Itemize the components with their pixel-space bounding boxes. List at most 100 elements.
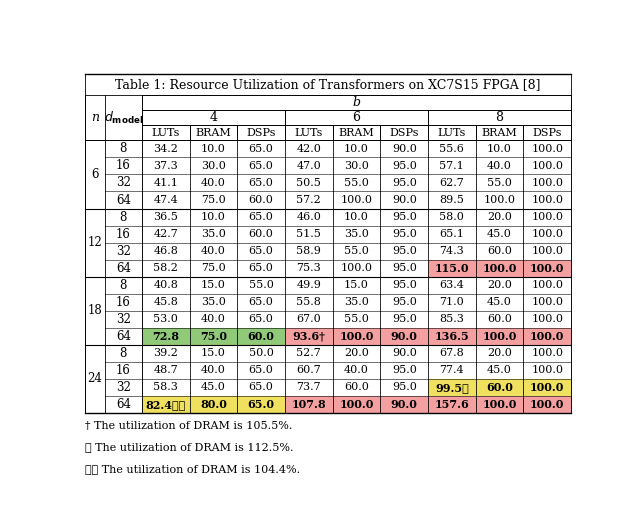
Text: 65.0: 65.0 xyxy=(249,365,274,375)
Text: 8: 8 xyxy=(120,279,127,291)
Text: 47.0: 47.0 xyxy=(296,161,321,171)
Text: 45.0: 45.0 xyxy=(487,365,512,375)
Text: 40.8: 40.8 xyxy=(154,280,179,290)
Text: 71.0: 71.0 xyxy=(440,297,464,307)
Text: 45.8: 45.8 xyxy=(154,297,179,307)
Text: 60.0: 60.0 xyxy=(487,246,512,256)
Text: 16: 16 xyxy=(116,296,131,308)
Text: b: b xyxy=(353,96,360,109)
Text: 8: 8 xyxy=(120,142,127,155)
Text: 60.0: 60.0 xyxy=(249,195,274,205)
Text: 100.0: 100.0 xyxy=(530,331,564,342)
Bar xyxy=(428,327,476,345)
Text: 35.0: 35.0 xyxy=(344,229,369,239)
Text: 100.0: 100.0 xyxy=(531,297,563,307)
Bar xyxy=(428,260,476,277)
Text: 100.0: 100.0 xyxy=(530,382,564,393)
Bar xyxy=(333,327,380,345)
Text: 100.0: 100.0 xyxy=(483,263,516,273)
Text: 67.8: 67.8 xyxy=(440,348,464,358)
Text: 41.1: 41.1 xyxy=(154,178,179,188)
Text: 10.0: 10.0 xyxy=(344,144,369,154)
Text: 40.0: 40.0 xyxy=(201,246,226,256)
Text: 40.0: 40.0 xyxy=(201,178,226,188)
Bar xyxy=(524,260,571,277)
Text: 90.0: 90.0 xyxy=(392,348,417,358)
Text: 50.0: 50.0 xyxy=(249,348,274,358)
Text: 65.0: 65.0 xyxy=(249,263,274,273)
Text: 115.0: 115.0 xyxy=(435,263,469,273)
Text: 100.0: 100.0 xyxy=(530,399,564,410)
Text: 34.2: 34.2 xyxy=(154,144,179,154)
Text: 100.0: 100.0 xyxy=(340,263,372,273)
Text: 90.0: 90.0 xyxy=(392,195,417,205)
Text: 95.0: 95.0 xyxy=(392,280,417,290)
Text: 65.0: 65.0 xyxy=(249,161,274,171)
Text: 32: 32 xyxy=(116,245,131,258)
Text: 65.0: 65.0 xyxy=(249,297,274,307)
Text: 93.6†: 93.6† xyxy=(292,331,325,342)
Text: 100.0: 100.0 xyxy=(531,246,563,256)
Bar xyxy=(476,379,524,396)
Text: 55.0: 55.0 xyxy=(344,314,369,324)
Text: 35.0: 35.0 xyxy=(201,297,226,307)
Bar xyxy=(428,379,476,396)
Bar xyxy=(237,396,285,413)
Text: 95.0: 95.0 xyxy=(392,178,417,188)
Bar xyxy=(524,396,571,413)
Text: 100.0: 100.0 xyxy=(531,161,563,171)
Text: 100.0: 100.0 xyxy=(484,195,516,205)
Text: 95.0: 95.0 xyxy=(392,365,417,375)
Text: 35.0: 35.0 xyxy=(344,297,369,307)
Text: 40.0: 40.0 xyxy=(344,365,369,375)
Text: 60.0: 60.0 xyxy=(487,314,512,324)
Text: 55.0: 55.0 xyxy=(249,280,274,290)
Text: 65.0: 65.0 xyxy=(249,178,274,188)
Text: 100.0: 100.0 xyxy=(483,399,516,410)
Text: 60.0: 60.0 xyxy=(344,382,369,392)
Text: 100.0: 100.0 xyxy=(531,212,563,222)
Bar xyxy=(476,327,524,345)
Text: 18: 18 xyxy=(88,304,102,317)
Text: Table 1: Resource Utilization of Transformers on XC7S15 FPGA [8]: Table 1: Resource Utilization of Transfo… xyxy=(115,78,541,91)
Text: 100.0: 100.0 xyxy=(483,331,516,342)
Text: 16: 16 xyxy=(116,364,131,377)
Text: 95.0: 95.0 xyxy=(392,161,417,171)
Text: 10.0: 10.0 xyxy=(487,144,512,154)
Text: DSPs: DSPs xyxy=(246,128,276,138)
Text: 30.0: 30.0 xyxy=(201,161,226,171)
Text: BRAM: BRAM xyxy=(196,128,232,138)
Bar xyxy=(142,327,189,345)
Bar xyxy=(428,396,476,413)
Bar xyxy=(524,327,571,345)
Text: † The utilization of DRAM is 105.5%.: † The utilization of DRAM is 105.5%. xyxy=(85,420,292,431)
Text: 8: 8 xyxy=(120,211,127,224)
Text: 40.0: 40.0 xyxy=(487,161,512,171)
Text: 100.0: 100.0 xyxy=(531,280,563,290)
Text: 32: 32 xyxy=(116,313,131,326)
Text: 72.8: 72.8 xyxy=(152,331,179,342)
Text: n: n xyxy=(91,112,99,124)
Text: 67.0: 67.0 xyxy=(296,314,321,324)
Text: 50.5: 50.5 xyxy=(296,178,321,188)
Text: 100.0: 100.0 xyxy=(531,348,563,358)
Text: 45.0: 45.0 xyxy=(487,229,512,239)
Text: 99.5★: 99.5★ xyxy=(435,382,468,393)
Text: 36.5: 36.5 xyxy=(154,212,179,222)
Text: 6: 6 xyxy=(91,168,99,181)
Text: 65.0: 65.0 xyxy=(249,212,274,222)
Text: 35.0: 35.0 xyxy=(201,229,226,239)
Text: 65.0: 65.0 xyxy=(249,144,274,154)
Text: 64: 64 xyxy=(116,329,131,343)
Text: 157.6: 157.6 xyxy=(435,399,469,410)
Text: 136.5: 136.5 xyxy=(435,331,469,342)
Text: 95.0: 95.0 xyxy=(392,229,417,239)
Bar xyxy=(142,396,189,413)
Text: 95.0: 95.0 xyxy=(392,246,417,256)
Text: 95.0: 95.0 xyxy=(392,297,417,307)
Bar xyxy=(333,396,380,413)
Text: LUTs: LUTs xyxy=(438,128,466,138)
Text: 10.0: 10.0 xyxy=(344,212,369,222)
Text: 95.0: 95.0 xyxy=(392,314,417,324)
Text: 52.7: 52.7 xyxy=(296,348,321,358)
